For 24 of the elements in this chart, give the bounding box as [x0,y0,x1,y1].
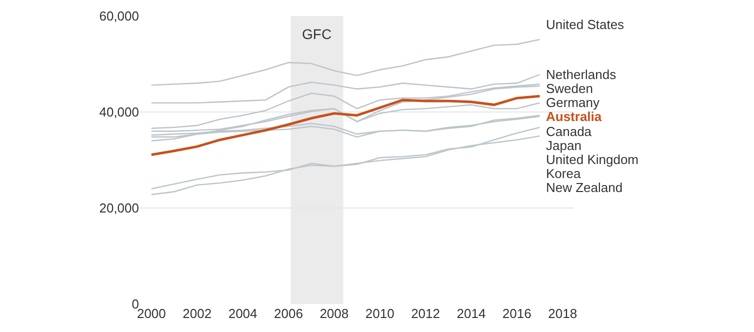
text: New Zealand [546,180,623,195]
x-tick-label: 2014 [456,306,486,321]
x-tick-label: 2004 [228,306,258,321]
y-tick-label: 0 [132,296,139,312]
band-label: GFC [302,26,332,42]
text: United Kingdom [546,152,638,167]
x-tick-label: 2008 [320,306,349,321]
x-tick-label: 2006 [274,306,303,321]
x-tick-label: 2002 [182,306,212,321]
series-label: Japan [546,138,582,153]
y-tick-label: 60,000 [99,8,139,24]
series-label: Germany [546,95,600,110]
x-tick-label: 2012 [411,306,440,321]
x-tick-label: 2010 [365,306,394,321]
text: Korea [546,166,582,181]
series-label: Australia [546,109,602,124]
y-tick-label: 40,000 [99,104,139,120]
series-label: Canada [546,124,592,139]
x-tick-label: 2018 [548,306,578,321]
series-label: Netherlands [546,67,617,82]
series-label: United States [546,17,625,32]
y-tick-label: 20,000 [99,200,139,216]
x-tick-label: 2016 [502,306,532,321]
series-label: Sweden [546,81,593,96]
